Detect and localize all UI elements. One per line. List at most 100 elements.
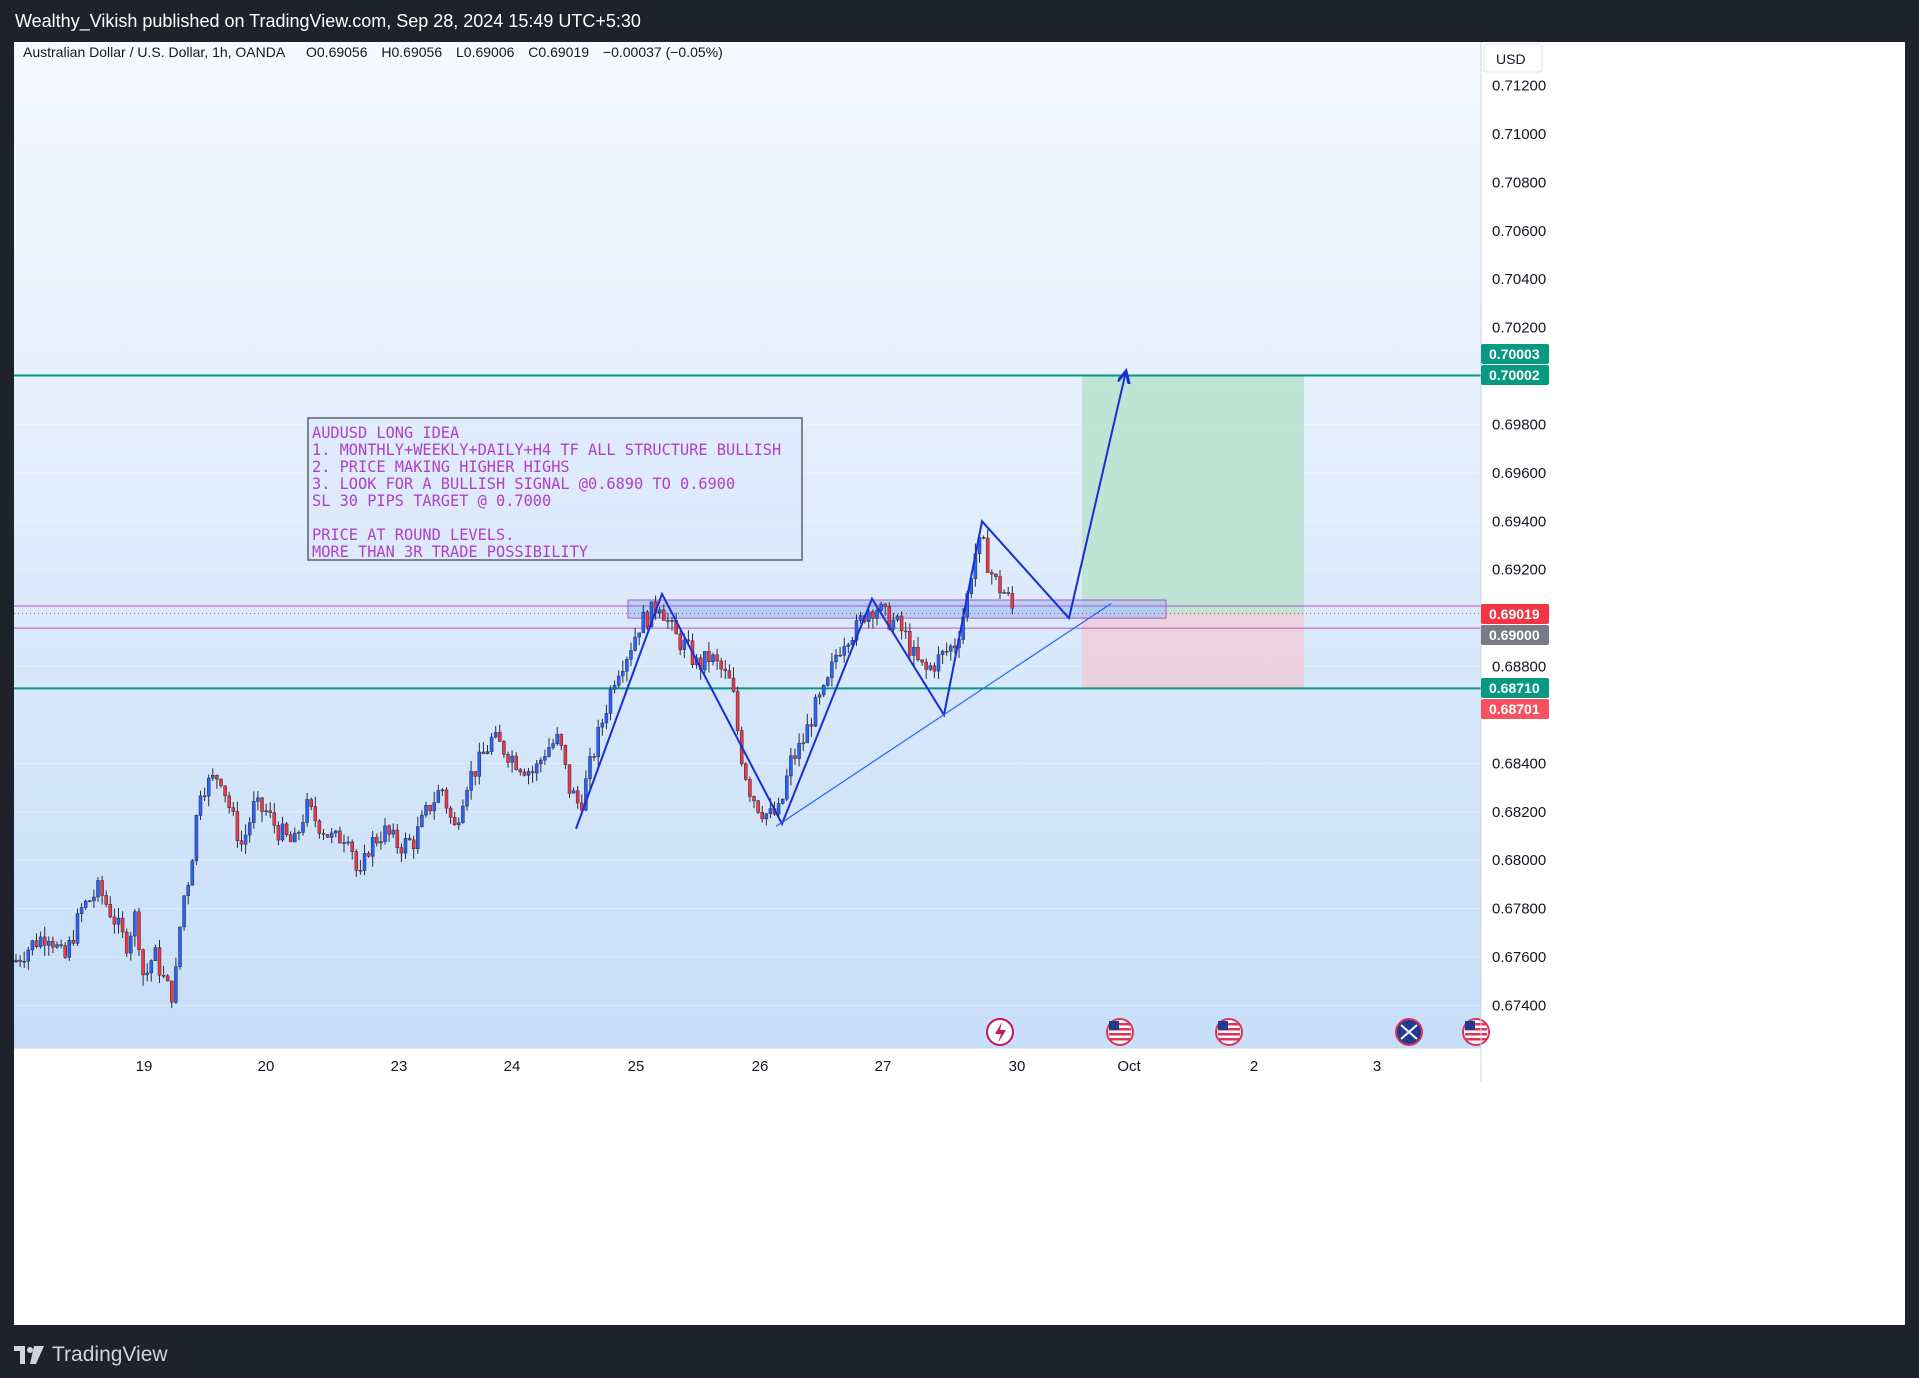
candle-body xyxy=(67,940,72,958)
au-flag-icon[interactable] xyxy=(1395,1018,1423,1046)
ascending-trendline[interactable] xyxy=(775,603,1112,827)
price-tick-label: 0.69600 xyxy=(1492,465,1546,482)
candle-body xyxy=(575,790,580,804)
candle-body xyxy=(301,822,305,833)
candle-body xyxy=(100,880,104,896)
candle-body xyxy=(567,764,572,794)
candle-body xyxy=(276,825,281,841)
us-flag-icon[interactable] xyxy=(1106,1018,1134,1046)
candle-body xyxy=(903,630,908,633)
flash-event-icon[interactable] xyxy=(986,1018,1014,1046)
price-tick-label: 0.71000 xyxy=(1492,126,1546,143)
candle-body xyxy=(744,763,748,780)
candle-body xyxy=(272,812,277,826)
candle-body xyxy=(998,576,1002,594)
candle-body xyxy=(133,911,137,937)
candle-body xyxy=(735,691,740,731)
candle-body xyxy=(202,795,207,798)
candle-body xyxy=(518,769,523,773)
candle-body xyxy=(366,853,371,857)
candle-body xyxy=(625,659,629,672)
candle-body xyxy=(403,838,408,854)
candle-body xyxy=(1006,592,1010,594)
currency-box[interactable] xyxy=(1483,43,1543,73)
price-tick-label: 0.67800 xyxy=(1492,901,1546,918)
price-tick-label: 0.70800 xyxy=(1492,174,1546,191)
projection-zigzag[interactable] xyxy=(575,371,1126,830)
price-axis[interactable]: 0.71200 0.71000 0.70800 0.70600 0.70400 0.702… xyxy=(1492,78,1546,1015)
candle-body xyxy=(883,603,887,608)
us-flag-icon[interactable] xyxy=(1215,1018,1243,1046)
candle-body xyxy=(928,665,933,670)
candle-body xyxy=(26,949,31,962)
candle-body xyxy=(604,713,609,724)
candle-body xyxy=(182,895,186,928)
price-tick-label: 0.68000 xyxy=(1492,852,1546,869)
candle-body xyxy=(137,911,141,950)
candle-body xyxy=(252,801,256,823)
candle-body xyxy=(83,900,88,908)
candle-body xyxy=(592,756,596,758)
long-target-zone[interactable] xyxy=(1082,375,1304,614)
time-axis[interactable]: 19 20 23 24 25 26 27 30 Oct 2 3 xyxy=(136,1058,1382,1075)
candle-body xyxy=(559,734,564,746)
annotation-line: 1. MONTHLY+WEEKLY+DAILY+H4 TF ALL STRUCT… xyxy=(312,440,781,459)
candle-body xyxy=(387,825,391,835)
candle-body xyxy=(268,810,272,813)
candle-body xyxy=(785,775,789,800)
price-label-text: 0.69000 xyxy=(1489,627,1540,643)
candle-body xyxy=(600,722,605,728)
price-tick-label: 0.70600 xyxy=(1492,223,1546,240)
candle-body xyxy=(846,644,851,647)
candle-body xyxy=(547,747,551,757)
candle-body xyxy=(55,944,59,948)
time-tick-label: 3 xyxy=(1373,1058,1381,1075)
candle-body xyxy=(813,696,818,727)
candle-body xyxy=(666,620,670,622)
candle-body xyxy=(994,573,998,577)
price-label-text: 0.69019 xyxy=(1489,606,1540,622)
candle-body xyxy=(756,800,760,813)
annotation-box[interactable] xyxy=(307,417,803,561)
candle-body xyxy=(14,959,18,963)
candle-body xyxy=(75,913,80,944)
candle-body xyxy=(124,931,129,954)
candle-body xyxy=(871,611,875,619)
candle-body xyxy=(506,754,510,763)
candle-body xyxy=(71,940,76,944)
time-tick-label: 25 xyxy=(628,1058,645,1075)
candle-body xyxy=(543,756,547,761)
candle-body xyxy=(678,633,682,650)
candle-body xyxy=(342,842,346,844)
candle-body xyxy=(206,777,211,797)
candle-body xyxy=(817,694,822,698)
candle-body xyxy=(662,609,666,621)
event-icons xyxy=(986,1018,1490,1046)
candle-body xyxy=(498,732,502,742)
time-tick-label: 26 xyxy=(752,1058,769,1075)
price-tick-label: 0.68800 xyxy=(1492,659,1546,676)
candle-body xyxy=(63,945,67,958)
candle-body xyxy=(912,646,916,656)
candle-body xyxy=(854,620,859,641)
us-flag-icon[interactable] xyxy=(1462,1018,1490,1046)
annotation-line: 3. LOOK FOR A BULLISH SIGNAL @0.6890 TO … xyxy=(312,474,735,493)
candle-body xyxy=(985,537,990,573)
currency-label: USD xyxy=(1496,51,1526,67)
tradingview-logo[interactable]: TradingView xyxy=(14,1343,168,1367)
candle-body xyxy=(830,661,834,678)
candle-body xyxy=(79,907,84,914)
annotation-line: PRICE AT ROUND LEVELS. xyxy=(312,525,514,544)
time-tick-label: 27 xyxy=(875,1058,892,1075)
candle-body xyxy=(805,724,810,744)
long-stop-zone[interactable] xyxy=(1082,613,1304,689)
candle-body xyxy=(838,654,842,657)
candle-body xyxy=(834,654,838,663)
candle-body xyxy=(797,742,801,759)
time-tick-label: 2 xyxy=(1250,1058,1258,1075)
candle-body xyxy=(141,949,145,976)
candle-body xyxy=(153,947,158,961)
candle-body xyxy=(522,771,527,776)
